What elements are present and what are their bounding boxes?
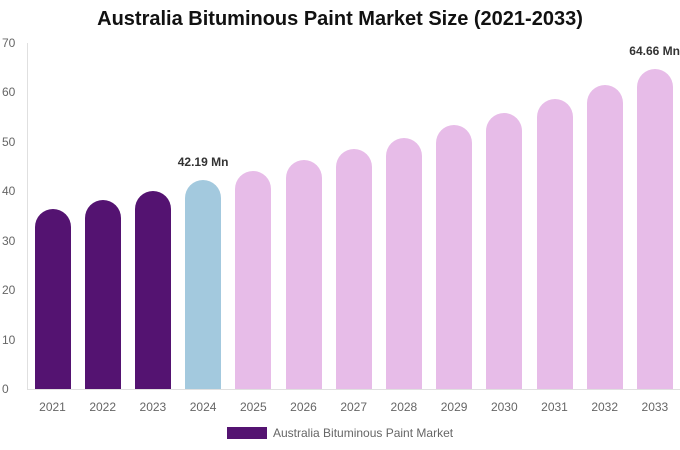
legend-swatch [227,427,267,439]
bar-2033[interactable] [636,69,673,389]
x-tick-label: 2027 [340,400,368,414]
x-tick-label: 2022 [89,400,117,414]
y-tick-label: 30 [2,233,16,248]
bar-2022[interactable] [84,200,121,389]
x-tick-label: 2028 [390,400,418,414]
bar-2031[interactable] [536,98,573,389]
x-tick-label: 2033 [641,400,669,414]
bar-2025[interactable] [235,171,272,389]
y-tick-label: 40 [2,184,16,199]
x-tick-label: 2023 [139,400,167,414]
bar-2028[interactable] [385,137,422,389]
bar-2027[interactable] [335,148,372,389]
y-tick-label: 60 [2,85,16,100]
bar-2021[interactable] [34,209,71,389]
y-tick-label: 70 [2,36,16,50]
chart-title: Australia Bituminous Paint Market Size (… [97,8,583,30]
legend-label: Australia Bituminous Paint Market [273,426,454,440]
x-tick-label: 2024 [189,400,217,414]
x-axis-line [27,389,680,390]
x-tick-label: 2031 [541,400,568,414]
x-tick-label: 2025 [239,400,267,414]
bar-2023[interactable] [134,190,171,389]
x-tick-label: 2029 [440,400,468,414]
legend: Australia Bituminous Paint Market [227,426,453,440]
y-tick-label: 20 [2,283,16,298]
y-tick-label: 10 [2,332,16,347]
y-tick-label: 50 [2,134,16,149]
bar-2032[interactable] [586,85,623,389]
plot-area [27,43,680,389]
y-axis-line [27,43,28,389]
x-tick-label: 2026 [290,400,317,414]
data-label-2033: 64.66 Mn [629,44,680,59]
bar-2029[interactable] [436,125,473,389]
data-label-2024: 42.19 Mn [177,155,229,170]
bar-2024[interactable] [185,180,222,389]
bar-2030[interactable] [486,113,523,389]
y-tick-label: 0 [2,382,9,396]
bar-2026[interactable] [285,160,322,389]
x-tick-label: 2021 [39,400,66,414]
x-tick-label: 2030 [490,400,518,414]
x-tick-label: 2032 [591,400,619,414]
